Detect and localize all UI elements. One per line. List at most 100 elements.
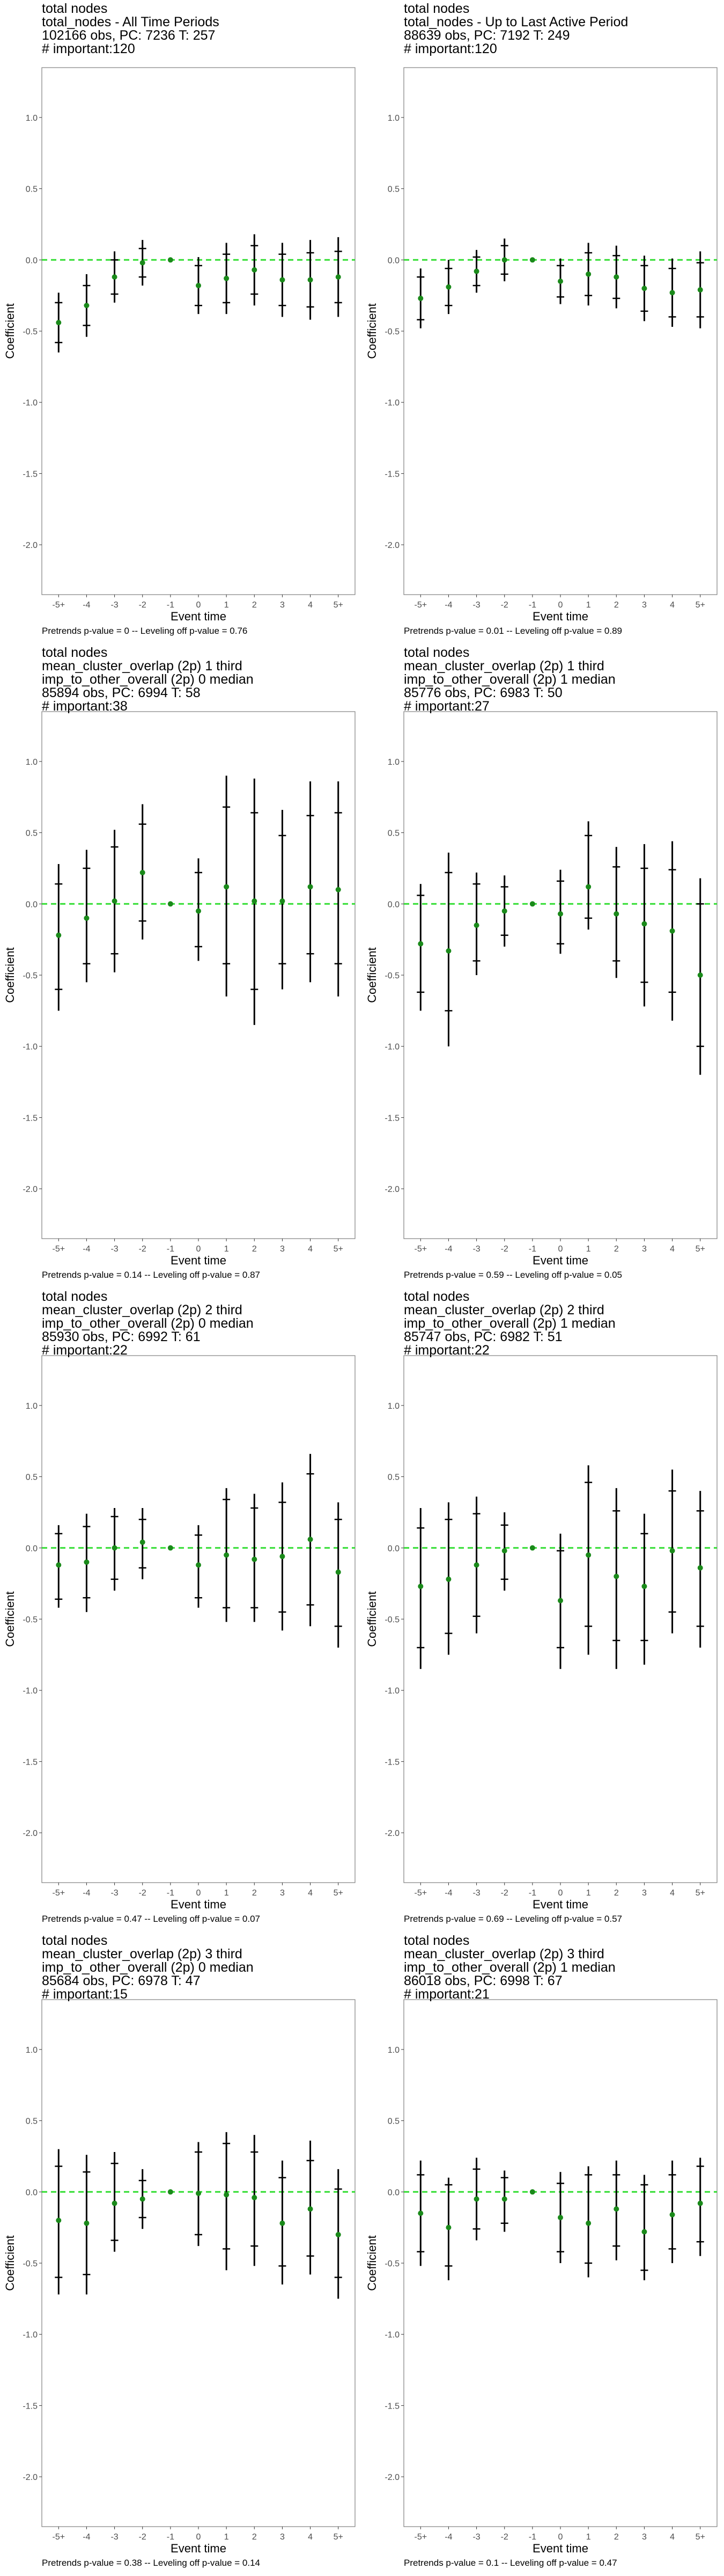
y-tick-label: -1.5 — [23, 1114, 38, 1123]
y-tick-label: -0.5 — [23, 1615, 38, 1624]
title-line: total nodes — [42, 1933, 108, 1948]
x-tick-label: -2 — [501, 1889, 508, 1898]
y-tick-label: 1.0 — [26, 2046, 38, 2055]
y-tick-label: -1.5 — [23, 2402, 38, 2411]
x-tick-label: 5+ — [696, 1245, 705, 1254]
y-axis-label: Coefficient — [3, 947, 17, 1003]
panel-8: 1.0 0.5 0.0 -0.5 -1.0 -1.5 -2.0 -5+ -4 -3 -2 -1 0 1 2 3… — [362, 1932, 724, 2576]
x-tick-label: -5+ — [52, 1245, 65, 1254]
x-tick-label: -2 — [139, 1889, 146, 1898]
y-tick-label: -1.5 — [23, 1758, 38, 1767]
estimate-point — [224, 275, 230, 281]
y-tick-label: 1.0 — [388, 758, 400, 767]
estimate-point — [614, 274, 619, 280]
title-line: total nodes — [42, 645, 108, 660]
coefficient-plot: 1.0 0.5 0.0 -0.5 -1.0 -1.5 -2.0 -5+ -4 -3 -2 -1 0 1 2 3… — [365, 711, 718, 1267]
x-axis-label: Event time — [171, 2542, 226, 2555]
x-tick-label: 5+ — [696, 601, 705, 610]
x-tick-label: 3 — [280, 2533, 285, 2542]
estimate-point — [529, 257, 535, 263]
x-tick-label: 5+ — [334, 601, 343, 610]
estimate-point — [307, 2206, 313, 2212]
estimate-point — [474, 1562, 479, 1568]
title-line: 102166 obs, PC: 7236 T: 257 — [42, 28, 216, 43]
x-tick-label: -5+ — [414, 601, 427, 610]
x-tick-label: 3 — [642, 2533, 647, 2542]
estimate-point — [279, 1554, 285, 1560]
x-tick-label: 4 — [308, 601, 313, 610]
panel-title: total nodes mean_cluster_overlap (2p) 3 t… — [42, 1934, 254, 2001]
estimate-point — [224, 1552, 230, 1558]
plot-frame — [41, 711, 356, 1239]
title-line: 86018 obs, PC: 6998 T: 67 — [404, 1973, 563, 1988]
x-tick-label: 2 — [614, 1889, 619, 1898]
y-tick-label: 0.5 — [26, 829, 38, 838]
estimate-point — [669, 1548, 675, 1554]
title-line: total nodes — [42, 1289, 108, 1304]
y-tick-label: -0.5 — [385, 2259, 400, 2268]
x-tick-label: -3 — [110, 1245, 118, 1254]
y-tick-label: 0.0 — [388, 256, 400, 265]
estimate-point — [112, 1545, 117, 1551]
x-tick-label: -4 — [445, 2533, 452, 2542]
y-axis-label: Coefficient — [365, 303, 379, 359]
estimate-point — [252, 1556, 257, 1562]
plot-frame — [41, 1999, 356, 2527]
estimate-point — [446, 948, 452, 954]
x-tick-label: -1 — [529, 2533, 536, 2542]
x-tick-label: -3 — [110, 1889, 118, 1898]
x-tick-label: 0 — [196, 1245, 201, 1254]
y-tick-label: 0.0 — [26, 900, 38, 909]
estimate-point — [335, 2231, 341, 2237]
x-tick-label: 1 — [586, 1245, 591, 1254]
y-tick-label: -1.5 — [385, 1114, 400, 1123]
x-tick-label: 2 — [252, 2533, 257, 2542]
panel-7: 1.0 0.5 0.0 -0.5 -1.0 -1.5 -2.0 -5+ -4 -3 -2 -1 0 1 2 3… — [0, 1932, 362, 2576]
estimate-point — [501, 257, 507, 263]
estimate-point — [474, 2196, 479, 2202]
panel-title: total nodes mean_cluster_overlap (2p) 1 t… — [404, 646, 616, 713]
estimate-point — [307, 884, 313, 890]
x-tick-label: -4 — [445, 601, 452, 610]
y-tick-label: -2.0 — [23, 1185, 38, 1194]
title-line: mean_cluster_overlap (2p) 1 third — [404, 658, 604, 674]
estimate-point — [446, 284, 452, 290]
estimate-point — [139, 869, 145, 875]
x-axis-label: Event time — [171, 1254, 226, 1267]
estimate-point — [641, 921, 647, 927]
x-tick-label: -2 — [501, 1245, 508, 1254]
estimate-point — [112, 274, 117, 280]
title-line: imp_to_other_overall (2p) 1 median — [404, 1316, 616, 1331]
coefficient-plot: 1.0 0.5 0.0 -0.5 -1.0 -1.5 -2.0 -5+ -4 -3 -2 -1 0 1 2 3… — [365, 1999, 718, 2555]
x-tick-label: 0 — [558, 1245, 563, 1254]
estimate-point — [697, 287, 703, 293]
panel-title: total nodes mean_cluster_overlap (2p) 1 t… — [42, 646, 254, 713]
x-tick-label: 4 — [670, 2533, 675, 2542]
title-line: total nodes — [404, 1, 470, 16]
estimate-point — [84, 915, 90, 921]
y-tick-label: 0.5 — [26, 185, 38, 194]
coefficient-plot: 1.0 0.5 0.0 -0.5 -1.0 -1.5 -2.0 -5+ -4 -3 -2 -1 0 1 2 3… — [3, 67, 356, 623]
estimate-point — [252, 2194, 257, 2200]
x-tick-label: 0 — [558, 2533, 563, 2542]
y-tick-label: 0.0 — [388, 1544, 400, 1553]
y-axis-label: Coefficient — [365, 2235, 379, 2291]
y-tick-label: 0.5 — [388, 829, 400, 838]
estimate-point — [641, 286, 647, 291]
y-tick-label: -1.5 — [23, 470, 38, 479]
y-axis-label: Coefficient — [3, 303, 17, 359]
panel-title: total nodes mean_cluster_overlap (2p) 2 t… — [42, 1290, 254, 1357]
y-tick-label: 0.0 — [388, 900, 400, 909]
pvalue-footer: Pretrends p-value = 0.47 -- Leveling off… — [42, 1914, 260, 1924]
panel-1: 1.0 0.5 0.0 -0.5 -1.0 -1.5 -2.0 -5+ -4 -3 -2 -1 0 1 2 3… — [0, 0, 362, 644]
x-tick-label: -4 — [445, 1889, 452, 1898]
title-line: 85776 obs, PC: 6983 T: 50 — [404, 685, 563, 700]
panel-5: 1.0 0.5 0.0 -0.5 -1.0 -1.5 -2.0 -5+ -4 -3 -2 -1 0 1 2 3… — [0, 1288, 362, 1932]
x-axis-label: Event time — [533, 610, 588, 623]
x-tick-label: 0 — [558, 1889, 563, 1898]
plot-frame — [403, 711, 718, 1239]
estimate-point — [474, 923, 479, 928]
x-tick-label: 3 — [642, 601, 647, 610]
title-line: # important:38 — [42, 699, 128, 714]
y-tick-label: -2.0 — [23, 541, 38, 550]
